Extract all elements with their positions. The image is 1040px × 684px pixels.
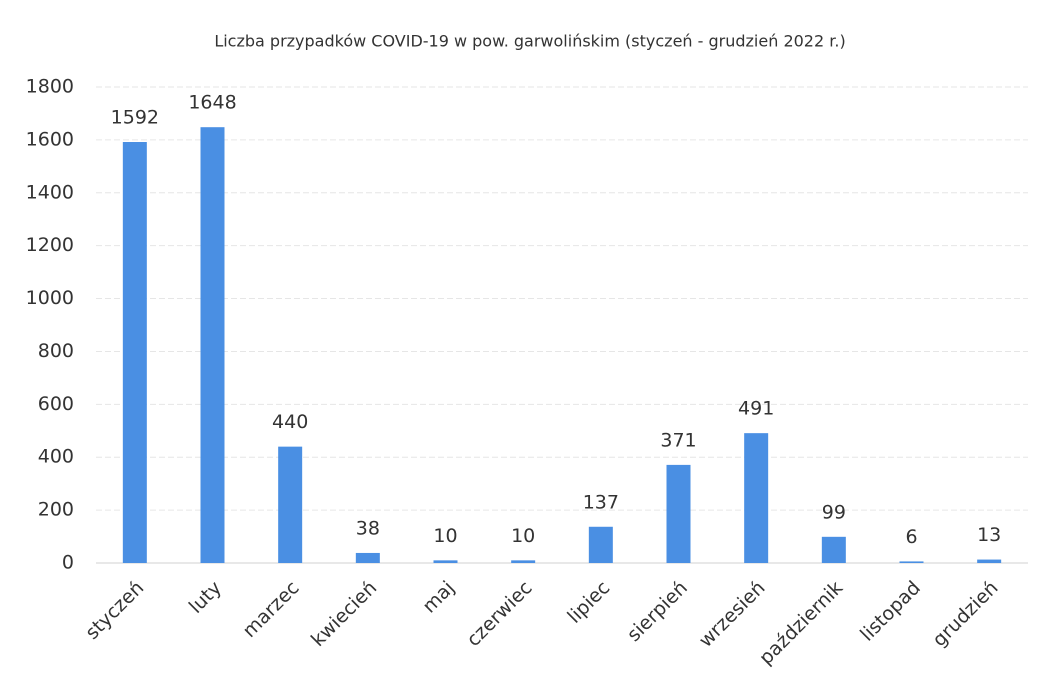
bar (744, 433, 769, 563)
bar (278, 446, 303, 563)
bar (122, 142, 147, 563)
y-tick-label: 800 (38, 340, 74, 362)
bar (355, 552, 380, 563)
y-tick-label: 200 (38, 499, 74, 521)
data-label: 371 (660, 429, 696, 451)
data-label: 440 (272, 411, 308, 433)
bar (433, 560, 458, 563)
bar (821, 536, 846, 563)
data-label: 1592 (111, 107, 159, 129)
y-tick-label: 0 (62, 552, 74, 574)
x-tick-label: czerwiec (462, 577, 536, 651)
data-label: 491 (738, 398, 774, 420)
data-label: 1648 (188, 92, 236, 114)
y-tick-label: 600 (38, 393, 74, 415)
x-tick-label: październik (755, 577, 847, 669)
data-label: 10 (433, 525, 457, 547)
x-tick-label: grudzień (928, 577, 1002, 651)
bar (977, 559, 1002, 563)
chart-title: Liczba przypadków COVID-19 w pow. garwol… (214, 32, 845, 51)
data-label: 137 (583, 491, 619, 513)
y-tick-label: 1800 (26, 76, 74, 98)
y-tick-label: 1200 (26, 234, 74, 256)
y-tick-label: 1400 (26, 181, 74, 203)
data-label: 10 (511, 525, 535, 547)
bar (666, 464, 691, 563)
x-tick-label: sierpień (623, 577, 692, 646)
x-tick-label: kwiecień (307, 577, 381, 651)
x-tick-label: lipiec (563, 577, 614, 628)
x-tick-label: styczeń (81, 577, 148, 644)
data-label: 6 (905, 526, 917, 548)
y-tick-label: 400 (38, 446, 74, 468)
data-label: 13 (977, 524, 1001, 546)
bar (511, 560, 536, 563)
x-tick-label: luty (185, 577, 226, 618)
data-label: 38 (356, 517, 380, 539)
y-tick-label: 1600 (26, 128, 74, 150)
x-tick-label: maj (418, 577, 459, 618)
bar (200, 127, 225, 563)
bar (588, 526, 613, 563)
y-tick-label: 1000 (26, 287, 74, 309)
x-tick-label: marzec (238, 577, 303, 642)
x-tick-label: wrzesień (695, 577, 770, 652)
data-label: 99 (822, 501, 846, 523)
bar (899, 561, 924, 563)
x-tick-label: listopad (856, 577, 925, 646)
